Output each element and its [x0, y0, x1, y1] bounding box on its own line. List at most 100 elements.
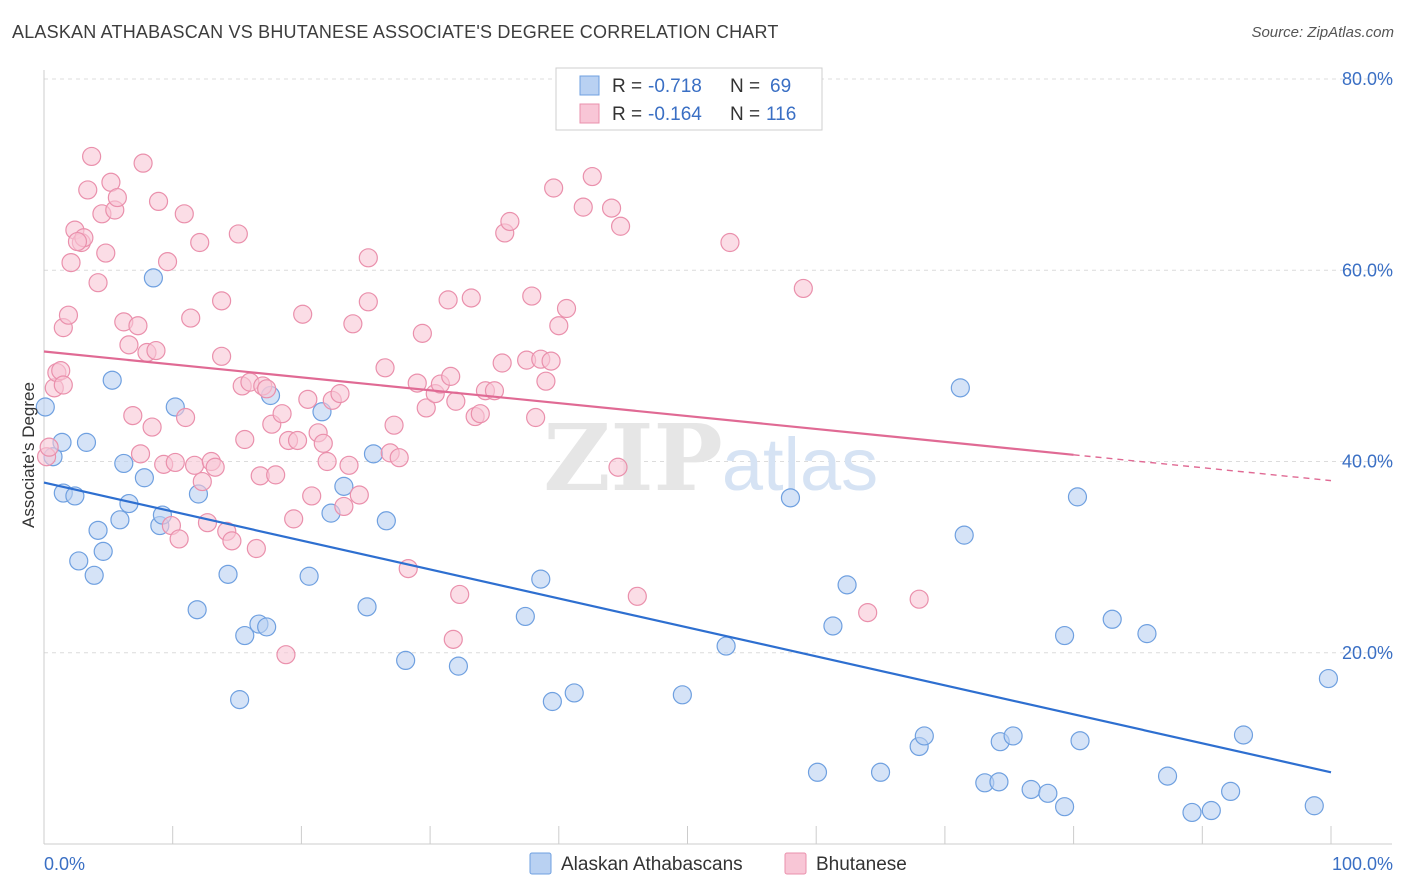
athabascan-point-67 [1233, 725, 1254, 745]
bhutanese-point-108 [573, 197, 593, 217]
bhutanese-point-72 [343, 314, 363, 334]
athabascan-point-59 [1067, 487, 1088, 507]
bhutanese-point-69 [330, 384, 350, 404]
athabascan-point-41 [716, 636, 736, 656]
bhutanese-point-78 [384, 415, 404, 435]
athabascan-point-55 [1021, 779, 1041, 800]
bhutanese-point-75 [358, 248, 378, 268]
bhutanese-point-24 [133, 153, 153, 173]
bhutanese-point-35 [175, 407, 196, 428]
bhutanese-point-113 [627, 586, 647, 606]
bhutanese-point-46 [222, 531, 242, 551]
bhutanese-point-23 [130, 444, 151, 464]
bhutanese-point-91 [461, 288, 481, 308]
athabascan-point-69 [1318, 668, 1339, 689]
athabascan-point-49 [950, 378, 970, 398]
bhutanese-point-119 [67, 231, 88, 252]
athabascan-trend-line [43, 481, 1332, 774]
bottom-legend-swatch-bhutanese [784, 852, 807, 875]
bhutanese-point-70 [334, 496, 354, 517]
bhutanese-point-101 [526, 407, 546, 428]
legend-swatch-bhutanese [579, 103, 600, 124]
athabascan-point-0 [35, 397, 55, 417]
bhutanese-point-100 [522, 286, 542, 306]
bhutanese-point-89 [443, 629, 463, 649]
bhutanese-point-105 [544, 178, 564, 198]
legend-r-value-1: -0.718 [648, 76, 702, 97]
athabascan-point-23 [235, 625, 255, 646]
bhutanese-point-12 [82, 146, 102, 167]
bhutanese-point-87 [438, 290, 458, 310]
athabascan-point-35 [448, 656, 469, 676]
athabascan-point-44 [823, 616, 843, 636]
y-axis-label: Associate's Degree [19, 382, 38, 528]
watermark-atlas: atlas [722, 423, 878, 506]
bhutanese-point-83 [416, 398, 436, 418]
athabascan-point-46 [870, 762, 891, 782]
x-tick-label-0: 0.0% [44, 854, 85, 874]
legend-r-value-2: -0.164 [648, 104, 702, 125]
bhutanese-point-6 [58, 305, 79, 325]
bhutanese-point-49 [235, 429, 255, 450]
bhutanese-point-116 [858, 602, 878, 623]
athabascan-point-9 [93, 541, 113, 561]
athabascan-point-11 [110, 510, 130, 530]
athabascan-point-54 [1003, 726, 1023, 746]
legend-n-label-1: N = [730, 76, 760, 97]
athabascan-point-12 [114, 453, 134, 474]
athabascan-point-14 [134, 468, 154, 488]
bhutanese-point-66 [313, 433, 333, 453]
bhutanese-point-47 [228, 224, 248, 244]
bhutanese-point-1 [39, 437, 59, 457]
legend-r-label-2: R = [612, 104, 642, 125]
bhutanese-point-11 [78, 180, 98, 200]
athabascan-point-32 [363, 444, 384, 464]
bhutanese-point-96 [492, 353, 512, 373]
athabascan-point-10 [102, 370, 122, 390]
bottom-legend-swatch-athabascan [529, 852, 552, 875]
bhutanese-point-107 [556, 298, 577, 319]
bhutanese-point-57 [272, 404, 292, 424]
bhutanese-point-36 [181, 308, 201, 328]
athabascan-point-21 [218, 564, 238, 584]
legend-r-label-1: R = [612, 76, 642, 97]
y-tick-label-3: 80.0% [1342, 69, 1393, 89]
bhutanese-point-27 [146, 340, 166, 361]
athabascan-point-42 [780, 488, 801, 508]
bhutanese-point-42 [205, 457, 225, 477]
athabascan-point-65 [1201, 800, 1221, 821]
athabascan-point-38 [542, 691, 562, 712]
athabascan-point-66 [1221, 781, 1241, 802]
bottom-legend-label-bhutanese: Bhutanese [816, 854, 907, 875]
athabascan-point-48 [914, 726, 934, 746]
bhutanese-point-21 [123, 406, 143, 426]
bhutanese-point-56 [266, 465, 286, 485]
bhutanese-point-73 [349, 485, 369, 505]
athabascan-point-34 [396, 650, 416, 671]
athabascan-point-63 [1157, 766, 1178, 786]
athabascan-point-6 [69, 551, 89, 571]
legend-n-value-1: 69 [770, 76, 791, 97]
athabascan-point-60 [1070, 731, 1090, 751]
bhutanese-point-76 [375, 358, 395, 378]
bhutanese-point-44 [212, 291, 232, 311]
athabascan-point-7 [84, 565, 104, 585]
athabascan-point-31 [357, 597, 377, 617]
athabascan-point-22 [230, 690, 250, 710]
bhutanese-point-62 [293, 304, 313, 324]
athabascan-point-30 [334, 476, 354, 496]
legend-n-label-2: N = [730, 104, 760, 125]
bhutanese-point-118 [53, 375, 73, 395]
bhutanese-trend-line [43, 350, 1074, 456]
bhutanese-point-37 [184, 455, 205, 475]
athabascan-point-43 [807, 762, 828, 782]
bhutanese-point-90 [450, 584, 470, 605]
bhutanese-point-28 [148, 191, 169, 211]
bhutanese-point-39 [192, 471, 212, 492]
watermark: ZIP atlas [543, 404, 878, 512]
athabascan-point-68 [1304, 796, 1324, 816]
athabascan-point-50 [954, 525, 974, 545]
bhutanese-point-63 [298, 389, 318, 409]
bhutanese-point-98 [500, 211, 520, 232]
